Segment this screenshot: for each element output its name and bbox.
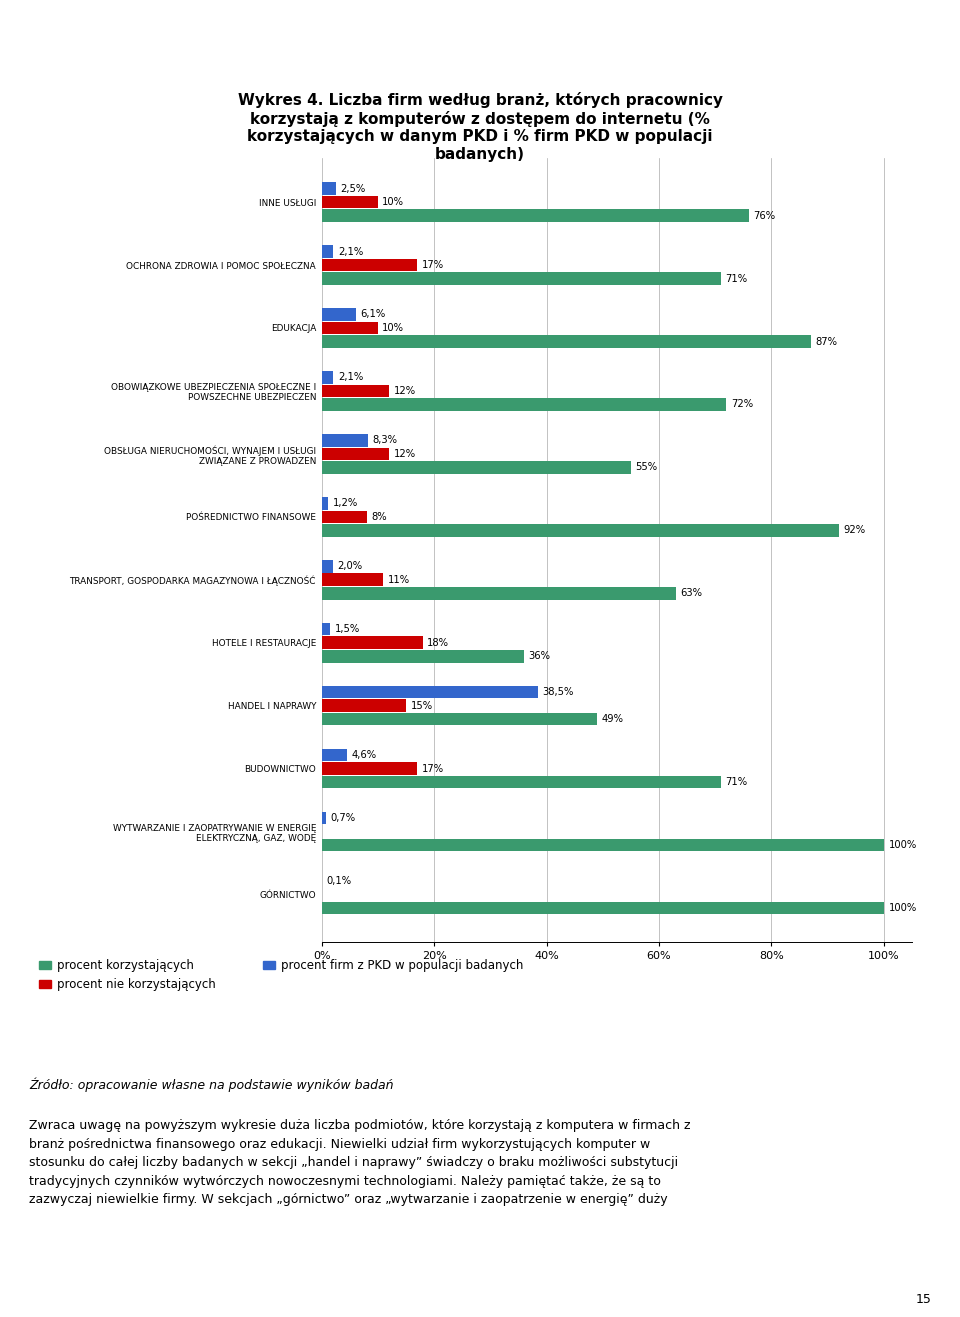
Bar (322, 209, 749, 223)
Text: 2,1%: 2,1% (338, 373, 363, 382)
Text: Wykres 4. Liczba firm według branż, których pracownicy
korzystają z komputerów z: Wykres 4. Liczba firm według branż, któr… (237, 92, 723, 162)
Text: 10%: 10% (382, 323, 404, 333)
Bar (322, 763, 418, 774)
Bar (322, 623, 330, 635)
Text: 55%: 55% (636, 462, 658, 473)
Text: 36%: 36% (529, 651, 550, 661)
Text: 100%: 100% (888, 903, 917, 913)
Text: 71%: 71% (726, 274, 748, 283)
Bar (322, 649, 524, 662)
Text: 11%: 11% (388, 574, 410, 585)
Bar (322, 811, 325, 824)
Bar (322, 839, 884, 851)
Bar (322, 686, 538, 698)
Text: 100%: 100% (888, 840, 917, 849)
Bar (322, 587, 676, 599)
Text: 15%: 15% (411, 701, 433, 711)
Text: 12%: 12% (394, 449, 416, 458)
Bar (322, 435, 369, 446)
Text: 2,5%: 2,5% (340, 183, 366, 194)
Text: 72%: 72% (731, 399, 753, 410)
Bar (322, 749, 348, 761)
Bar (322, 497, 328, 510)
Text: 49%: 49% (602, 714, 624, 724)
Bar (322, 336, 811, 348)
Text: 4,6%: 4,6% (352, 751, 377, 760)
Bar (322, 321, 378, 335)
Text: 6,1%: 6,1% (360, 309, 386, 320)
Bar (322, 461, 631, 474)
Text: 76%: 76% (754, 211, 776, 221)
Bar (322, 245, 333, 258)
Bar (322, 398, 727, 411)
Bar (322, 699, 406, 712)
Text: 0,1%: 0,1% (326, 876, 351, 886)
Text: 17%: 17% (421, 259, 444, 270)
Text: 1,5%: 1,5% (334, 624, 360, 635)
Bar (322, 902, 884, 914)
Bar (322, 273, 721, 284)
Bar (322, 524, 839, 536)
Text: Zwraca uwagę na powyższym wykresie duża liczba podmiotów, które korzystają z kom: Zwraca uwagę na powyższym wykresie duża … (29, 1119, 690, 1206)
Text: 17%: 17% (421, 764, 444, 773)
Bar (322, 776, 721, 789)
Bar (322, 308, 356, 321)
Bar (322, 560, 333, 573)
Bar (322, 196, 378, 208)
Bar (322, 371, 333, 383)
Text: 0,7%: 0,7% (330, 813, 355, 823)
Text: 2,0%: 2,0% (337, 561, 363, 572)
Bar (322, 182, 336, 195)
Text: 15: 15 (915, 1293, 931, 1306)
Bar (322, 511, 367, 523)
Bar (322, 636, 422, 649)
Text: 12%: 12% (394, 386, 416, 396)
Text: 8%: 8% (372, 512, 387, 522)
Text: 71%: 71% (726, 777, 748, 788)
Text: 92%: 92% (844, 525, 866, 535)
Text: 2,1%: 2,1% (338, 246, 363, 257)
Text: Źródło: opracowanie własne na podstawie wyników badań: Źródło: opracowanie własne na podstawie … (29, 1077, 394, 1092)
Bar (322, 573, 383, 586)
Bar (322, 385, 389, 398)
Text: 8,3%: 8,3% (372, 436, 397, 445)
Text: 1,2%: 1,2% (333, 498, 358, 508)
Text: 10%: 10% (382, 198, 404, 207)
Text: 63%: 63% (681, 589, 703, 598)
Text: 18%: 18% (427, 637, 449, 648)
Bar (322, 448, 389, 460)
Text: 87%: 87% (815, 337, 837, 346)
Bar (322, 258, 418, 271)
Text: 38,5%: 38,5% (542, 687, 574, 697)
Legend: procent korzystających, procent nie korzystających, procent firm z PKD w populac: procent korzystających, procent nie korz… (35, 954, 528, 996)
Bar (322, 712, 597, 726)
